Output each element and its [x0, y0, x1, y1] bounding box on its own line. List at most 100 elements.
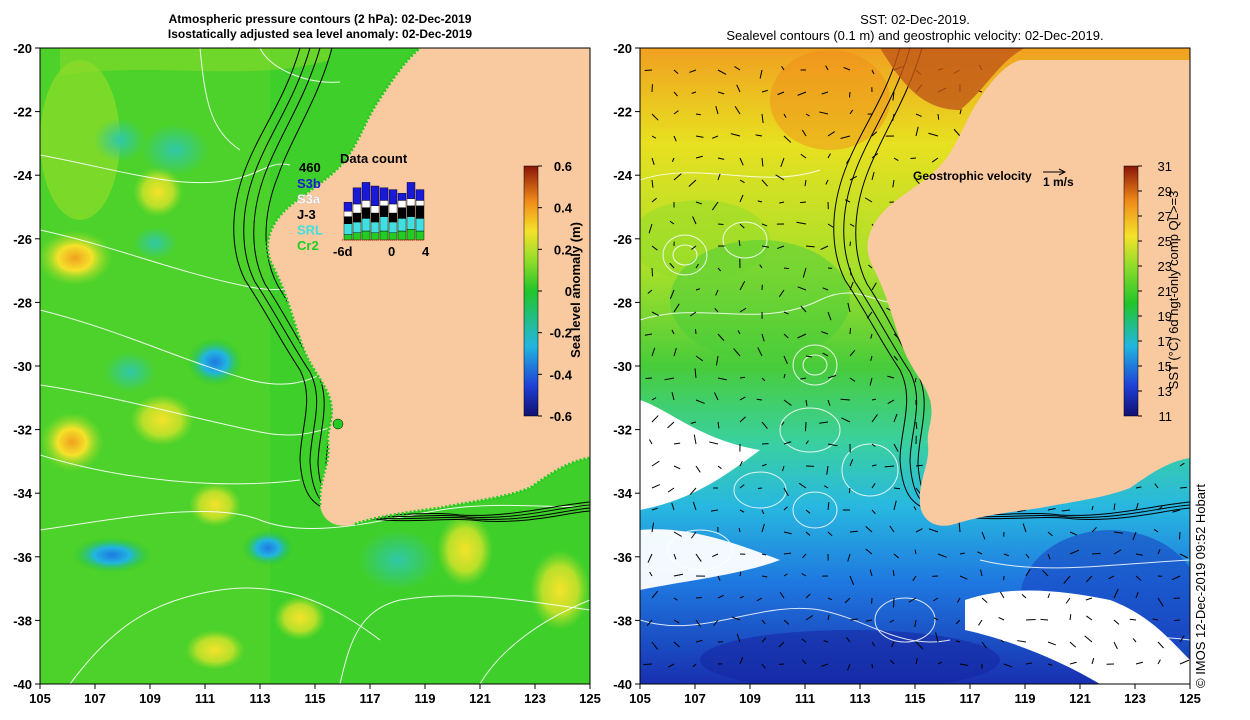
- velocity-arrow: [731, 616, 741, 621]
- x-tick-label: 117: [960, 691, 981, 706]
- velocity-arrow: [738, 527, 741, 533]
- velocity-arrow: [761, 553, 767, 556]
- velocity-arrow: [843, 66, 851, 71]
- velocity-arrow: [739, 595, 744, 599]
- count-bar-segment: [388, 232, 398, 241]
- velocity-arrow: [739, 396, 746, 401]
- velocity-arrow: [651, 347, 656, 357]
- data-count-title: Data count: [340, 151, 408, 166]
- velocity-arrow: [1091, 526, 1097, 533]
- count-bar-segment: [370, 221, 380, 234]
- velocity-arrow: [673, 573, 684, 577]
- velocity-arrow: [761, 463, 767, 467]
- velocity-arrow: [915, 641, 924, 650]
- x-tick-label: 123: [1124, 691, 1146, 706]
- velocity-arrow: [1153, 528, 1159, 533]
- velocity-arrow: [889, 619, 895, 623]
- velocity-arrow: [959, 663, 969, 667]
- velocity-arrow: [805, 509, 811, 514]
- velocity-arrow: [651, 135, 657, 139]
- velocity-arrow: [827, 223, 834, 228]
- velocity-arrow: [1069, 531, 1078, 536]
- velocity-arrow: [671, 502, 675, 511]
- velocity-arrow: [871, 153, 879, 159]
- velocity-arrow: [891, 641, 895, 647]
- velocity-arrow: [761, 619, 766, 625]
- velocity-arrow: [664, 377, 675, 381]
- velocity-arrow: [957, 597, 961, 603]
- x-tick-label: 111: [195, 691, 215, 706]
- colorbar-tick-label: -0.6: [550, 409, 572, 424]
- velocity-arrow: [783, 506, 788, 511]
- velocity-arrow: [695, 288, 700, 291]
- velocity-arrow: [694, 368, 697, 379]
- velocity-arrow: [783, 531, 792, 535]
- count-bar-segment: [415, 218, 425, 232]
- velocity-arrow: [937, 113, 940, 120]
- velocity-arrow: [651, 197, 657, 203]
- count-bar-segment: [352, 203, 362, 214]
- velocity-arrow: [710, 509, 719, 512]
- velocity-arrow: [717, 69, 727, 75]
- velocity-arrow: [673, 442, 681, 445]
- velocity-arrow: [915, 528, 923, 533]
- velocity-arrow: [695, 596, 703, 599]
- velocity-arrow: [953, 128, 961, 137]
- count-bar-segment: [370, 212, 380, 223]
- y-tick-label: -30: [613, 359, 632, 374]
- velocity-arrow: [910, 157, 917, 160]
- velocity-arrow: [887, 399, 895, 405]
- count-bar-segment: [415, 189, 425, 201]
- count-bar-segment: [406, 228, 416, 241]
- velocity-arrow: [871, 414, 878, 423]
- count-bar-segment: [379, 230, 389, 241]
- velocity-arrow: [892, 179, 895, 188]
- velocity-arrow: [739, 484, 745, 489]
- velocity-arrow: [761, 377, 766, 382]
- x-tick-label: 117: [360, 691, 381, 706]
- velocity-arrow: [1129, 618, 1137, 621]
- velocity-arrow: [761, 157, 764, 167]
- count-bar-segment: [361, 218, 371, 232]
- velocity-arrow: [827, 443, 838, 447]
- velocity-arrow: [673, 531, 682, 537]
- velocity-arrow: [692, 501, 697, 511]
- velocity-arrow: [866, 311, 873, 319]
- velocity-arrow: [714, 308, 719, 313]
- velocity-arrow: [691, 245, 697, 250]
- count-bar-segment: [379, 187, 389, 201]
- velocity-arrow: [981, 531, 986, 540]
- count-bar-segment: [343, 210, 353, 217]
- velocity-arrow: [1135, 575, 1142, 581]
- velocity-arrow: [733, 348, 741, 357]
- x-tick-label: 113: [250, 691, 271, 706]
- count-bar-segment: [397, 200, 407, 208]
- velocity-arrow: [840, 135, 851, 140]
- velocity-arrow: [933, 617, 939, 621]
- velocity-arrow: [1157, 597, 1164, 607]
- velocity-arrow: [734, 66, 741, 71]
- velocity-arrow: [849, 575, 855, 586]
- mission-legend-item: S3a: [297, 192, 321, 207]
- velocity-arrow: [693, 434, 697, 445]
- velocity-arrow: [819, 421, 829, 424]
- velocity-arrow: [998, 617, 1005, 621]
- right-title-line1: SST: 02-Dec-2019.: [860, 12, 970, 27]
- velocity-arrow: [695, 355, 704, 362]
- velocity-arrow: [712, 553, 719, 558]
- velocity-arrow: [695, 135, 704, 138]
- velocity-arrow: [914, 619, 917, 628]
- velocity-arrow: [1040, 618, 1049, 621]
- velocity-arrow: [689, 311, 697, 317]
- sealevel-contours: [640, 169, 1190, 644]
- velocity-arrow: [778, 641, 785, 648]
- velocity-arrow: [644, 333, 653, 336]
- velocity-arrow: [778, 289, 785, 298]
- velocity-arrow: [981, 597, 988, 603]
- velocity-arrow: [849, 281, 854, 291]
- velocity-arrow: [955, 619, 961, 625]
- velocity-arrow: [958, 522, 961, 533]
- x-tick-label: 109: [739, 691, 761, 706]
- velocity-arrow: [871, 398, 877, 401]
